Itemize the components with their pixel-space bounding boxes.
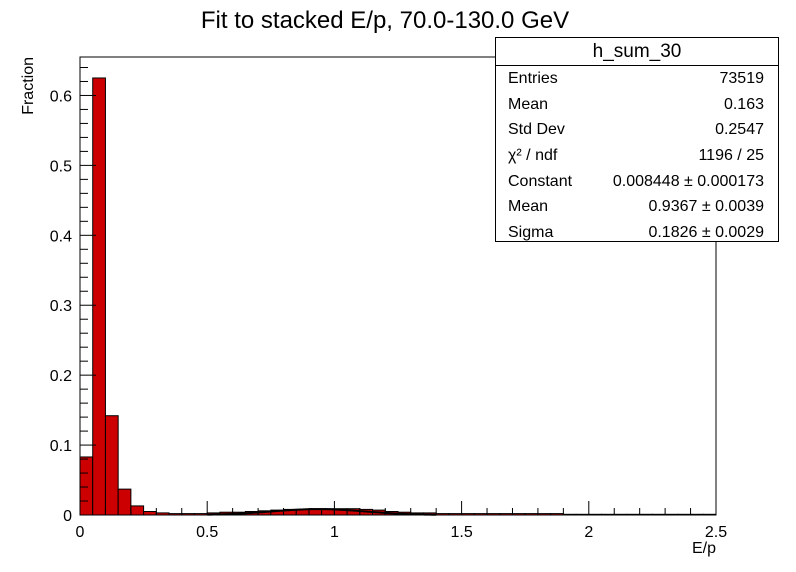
histogram-bar: [143, 511, 157, 516]
stats-label: Entries: [508, 70, 558, 87]
x-tick-label: 0.5: [196, 524, 218, 541]
y-tick-label: 0.1: [50, 438, 72, 455]
stats-box: h_sum_30 Entries 73519 Mean 0.163 Std De…: [495, 37, 779, 242]
chart-title: Fit to stacked E/p, 70.0-130.0 GeV: [201, 7, 569, 34]
x-axis-label: E/p: [692, 540, 716, 557]
stats-row-constant: Constant 0.008448 ± 0.000173: [496, 169, 778, 195]
y-axis-label: Fraction: [20, 57, 37, 115]
x-tick-label: 1: [330, 524, 339, 541]
stats-value: 0.163: [723, 95, 764, 113]
y-tick-label: 0.6: [50, 88, 72, 105]
histogram-bar: [104, 415, 119, 516]
stats-value: 0.008448 ± 0.000173: [612, 172, 764, 190]
stats-row-mean: Mean 0.163: [496, 92, 778, 118]
stats-row-chi2-ndf: χ² / ndf 1196 / 25: [496, 143, 778, 169]
y-tick-label: 0.3: [50, 298, 72, 315]
stats-value: 0.1826 ± 0.0029: [648, 224, 764, 242]
stats-row-sigma: Sigma 0.1826 ± 0.0029: [496, 220, 778, 246]
x-tick-label: 0: [76, 524, 85, 541]
stats-row-std-dev: Std Dev 0.2547: [496, 117, 778, 143]
stats-value: 73519: [719, 70, 765, 87]
stats-value: 1196 / 25: [698, 147, 764, 165]
stats-title: h_sum_30: [496, 38, 778, 66]
stats-label: Mean: [508, 95, 549, 113]
stats-row-fit-mean: Mean 0.9367 ± 0.0039: [496, 194, 778, 220]
stats-label: Std Dev: [508, 121, 565, 139]
x-axis-ticks: 0 0.5 1 1.5 2 2.5: [76, 501, 727, 541]
x-tick-label: 1.5: [450, 524, 472, 541]
y-tick-label: 0.2: [50, 368, 72, 385]
histogram-bar: [92, 77, 106, 516]
gaussian-fit-curve: [207, 508, 437, 516]
y-tick-label: 0.5: [50, 158, 72, 175]
plot-frame: [79, 56, 717, 516]
stats-label: Constant: [508, 172, 573, 190]
histogram-bar: [117, 488, 132, 516]
x-tick-label: 2.5: [705, 524, 727, 541]
histogram-bar: [130, 505, 145, 516]
stats-row-entries: Entries 73519: [496, 66, 778, 92]
y-tick-label: 0.4: [50, 228, 72, 245]
x-tick-label: 2: [584, 524, 593, 541]
stats-value: 0.9367 ± 0.0039: [648, 198, 764, 216]
stats-label: χ² / ndf: [508, 147, 558, 165]
stats-value: 0.2547: [715, 121, 764, 139]
histogram-bar: [79, 456, 94, 516]
y-tick-label: 0: [63, 508, 72, 525]
y-axis-ticks: 0 0.1 0.2 0.3 0.4 0.5 0.6: [50, 66, 96, 525]
stats-label: Mean: [508, 198, 549, 216]
stats-label: Sigma: [508, 224, 554, 242]
